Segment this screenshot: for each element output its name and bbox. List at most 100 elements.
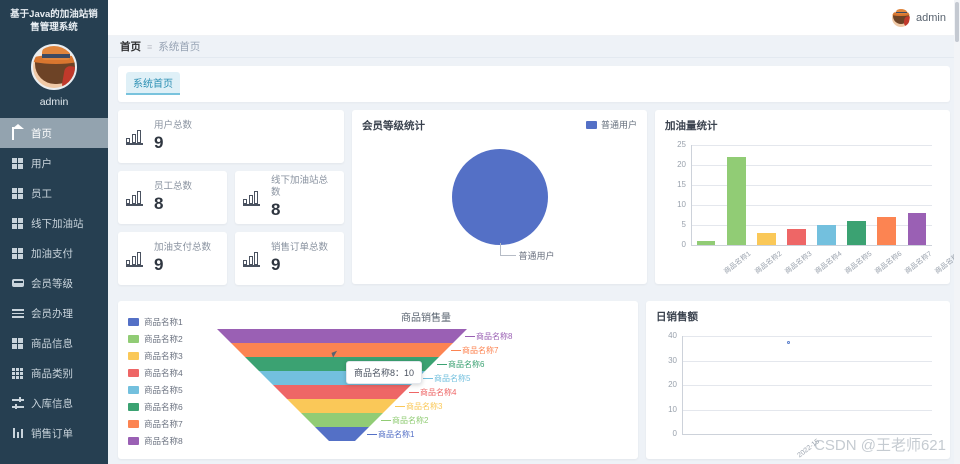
bar[interactable] — [877, 217, 897, 245]
funnel-row[interactable]: 商品名称4 — [224, 385, 628, 399]
funnel-segment[interactable] — [315, 427, 369, 441]
sidebar-username: admin — [39, 96, 69, 108]
sidebar-item-6[interactable]: 会员等级 — [0, 268, 108, 298]
funnel-row[interactable]: 商品名称7 — [224, 343, 628, 357]
funnel-chart-column: 商品名称1 商品名称2 商品名称3 商品名称4 商品名称5 商品名称6 商品名称7 商品名称8… — [118, 301, 638, 459]
funnel-leader-line — [395, 406, 405, 407]
funnel-legend-item[interactable]: 商品名称4 — [128, 364, 224, 381]
stat-value: 9 — [271, 255, 281, 274]
sidebar-item-1[interactable]: 首页 — [0, 118, 108, 148]
y-axis-tick: 40 — [668, 331, 677, 340]
funnel-legend: 商品名称1 商品名称2 商品名称3 商品名称4 商品名称5 商品名称6 商品名称7 商品名称8 — [128, 309, 224, 451]
stat-cards-column: 用户总数 9 员工总数 8 — [118, 110, 344, 293]
bar[interactable] — [696, 241, 716, 245]
topbar-avatar[interactable] — [892, 8, 911, 27]
y-axis-tick: 20 — [677, 160, 686, 169]
funnel-legend-item[interactable]: 商品名称3 — [128, 347, 224, 364]
pie-slice[interactable] — [451, 149, 548, 245]
main-area: admin 首页 ≡ 系统首页 系统首页 用户总数 — [108, 0, 960, 464]
pie-chart-column: 会员等级统计 普通用户 普通用户 — [352, 110, 647, 293]
funnel-segment[interactable] — [217, 329, 467, 343]
funnel-segment[interactable] — [273, 385, 411, 399]
lines-icon — [12, 307, 24, 319]
x-axis-tick: 商品名称2 — [753, 250, 783, 276]
bar-chart-icon — [243, 251, 263, 267]
funnel-segment[interactable] — [231, 343, 453, 357]
sidebar-item-11[interactable]: 销售订单 — [0, 418, 108, 448]
funnel-legend-item[interactable]: 商品名称1 — [128, 313, 224, 330]
funnel-row[interactable]: 商品名称6 — [224, 357, 628, 371]
bars-icon — [12, 427, 24, 439]
stat-card-payments[interactable]: 加油支付总数 9 — [118, 232, 227, 285]
y-axis-tick: 10 — [677, 200, 686, 209]
stat-card-users[interactable]: 用户总数 9 — [118, 110, 344, 163]
funnel-segment[interactable] — [287, 399, 397, 413]
sidebar-item-label: 会员等级 — [31, 277, 73, 290]
gridline — [691, 145, 932, 146]
stat-card-orders[interactable]: 销售订单总数 9 — [235, 232, 344, 285]
line-plot: 0 10 20 30 40 2022-15 — [656, 330, 940, 460]
x-axis-tick: 商品名称7 — [904, 250, 934, 276]
stat-card-staff[interactable]: 员工总数 8 — [118, 171, 227, 224]
bar[interactable] — [847, 221, 867, 245]
bar-chart-icon — [126, 190, 146, 206]
x-axis-tick: 2022-15 — [796, 438, 822, 460]
avatar[interactable] — [31, 44, 77, 90]
fuel-volume-bar-card[interactable]: 加油量统计 0 5 10 15 20 25 商品名称1 商品名称2 商品名称3 商品名称4 商品名称… — [655, 110, 960, 284]
x-axis — [691, 245, 932, 246]
sidebar-item-4[interactable]: 线下加油站 — [0, 208, 108, 238]
funnel-leader-line — [423, 378, 433, 379]
stat-card-stations[interactable]: 线下加油站总数 8 — [235, 171, 344, 224]
bar-plot: 0 5 10 15 20 25 商品名称1 商品名称2 商品名称3 商品名称4 商品名称5 商品名称6… — [665, 139, 960, 279]
bar[interactable] — [756, 233, 776, 245]
member-level-pie-card[interactable]: 会员等级统计 普通用户 普通用户 — [352, 110, 647, 284]
funnel-leader-line — [465, 336, 475, 337]
sidebar: 基于Java的加油站销售管理系统 admin 首页 用户 员工 线下加油站 加油支付 会员… — [0, 0, 108, 464]
funnel-row[interactable]: 商品名称3 — [224, 399, 628, 413]
page-scrollbar[interactable] — [954, 0, 960, 464]
legend-swatch — [128, 385, 139, 394]
funnel-legend-item[interactable]: 商品名称8 — [128, 432, 224, 449]
grid-icon — [12, 217, 24, 229]
bar[interactable] — [726, 157, 746, 245]
legend-label: 商品名称6 — [144, 401, 183, 412]
data-point[interactable] — [787, 340, 790, 344]
daily-sales-line-card[interactable]: 日销售额 0 10 20 30 40 2022-15 CSDN @王老师621 — [646, 301, 950, 459]
funnel-row[interactable]: 商品名称8 — [217, 329, 628, 343]
funnel-legend-item[interactable]: 商品名称5 — [128, 381, 224, 398]
sidebar-item-5[interactable]: 加油支付 — [0, 238, 108, 268]
sidebar-item-2[interactable]: 用户 — [0, 148, 108, 178]
funnel-row[interactable]: 商品名称5 — [224, 371, 628, 385]
legend-swatch — [128, 334, 139, 343]
scrollbar-thumb[interactable] — [955, 2, 959, 42]
tab-bar: 系统首页 — [118, 66, 950, 102]
sidebar-item-7[interactable]: 会员办理 — [0, 298, 108, 328]
chart-title: 商品销售量 — [401, 313, 451, 324]
x-axis-tick: 商品名称3 — [783, 250, 814, 276]
funnel-row[interactable]: 商品名称1 — [224, 427, 628, 441]
sidebar-item-3[interactable]: 员工 — [0, 178, 108, 208]
funnel-row[interactable]: 商品名称2 — [224, 413, 628, 427]
sidebar-item-label: 员工 — [31, 187, 52, 200]
topbar-username[interactable]: admin — [916, 11, 946, 24]
funnel-segment[interactable] — [301, 413, 383, 427]
sidebar-item-10[interactable]: 入库信息 — [0, 388, 108, 418]
funnel-legend-item[interactable]: 商品名称6 — [128, 398, 224, 415]
y-axis-tick: 0 — [681, 240, 686, 249]
pie-legend[interactable]: 普通用户 — [585, 118, 637, 131]
breadcrumb-sub[interactable]: 系统首页 — [158, 41, 201, 53]
sidebar-item-9[interactable]: 商品类别 — [0, 358, 108, 388]
funnel-legend-item[interactable]: 商品名称7 — [128, 415, 224, 432]
tab-system-home[interactable]: 系统首页 — [126, 72, 180, 95]
bar[interactable] — [787, 229, 806, 245]
sidebar-user[interactable]: admin — [0, 40, 108, 118]
product-sales-funnel-card[interactable]: 商品名称1 商品名称2 商品名称3 商品名称4 商品名称5 商品名称6 商品名称7 商品名称8… — [118, 301, 638, 459]
funnel-stack: 商品名称8 商品名称7 商品名称6 商品名称5 商品名称4 商品名称3 商品名称2 商品名称1 — [217, 329, 628, 441]
legend-swatch — [128, 419, 139, 428]
funnel-plot: 商品销售量 商品名称8 商品名称7 商品名称6 商品名称5 商品名称4 商品名称3 商品名称… — [217, 309, 628, 451]
funnel-legend-item[interactable]: 商品名称2 — [128, 330, 224, 347]
bar[interactable] — [817, 225, 836, 245]
breadcrumb-current[interactable]: 首页 — [120, 41, 141, 53]
sidebar-item-8[interactable]: 商品信息 — [0, 328, 108, 358]
bar[interactable] — [907, 213, 927, 245]
